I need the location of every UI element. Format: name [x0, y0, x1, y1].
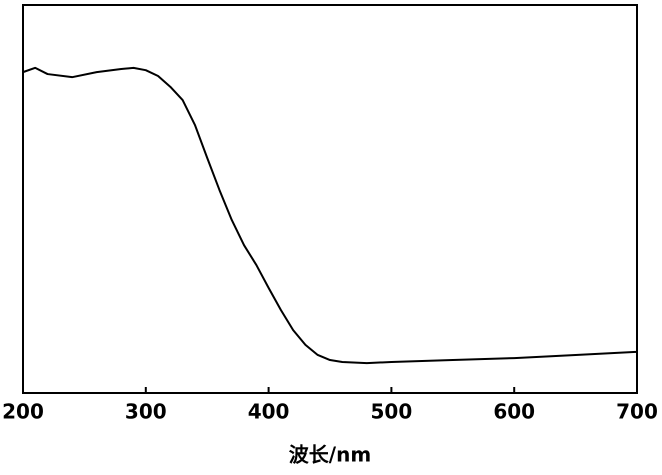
x-tick-label: 600 [493, 400, 535, 424]
x-tick-label: 200 [2, 400, 44, 424]
x-tick-label: 300 [125, 400, 167, 424]
x-axis-label: 波长/nm [289, 443, 371, 467]
plot-frame [22, 4, 638, 394]
x-tick-label: 700 [616, 400, 658, 424]
x-tick-label: 500 [371, 400, 413, 424]
data-line [22, 66, 638, 365]
x-tick-label: 400 [248, 400, 290, 424]
